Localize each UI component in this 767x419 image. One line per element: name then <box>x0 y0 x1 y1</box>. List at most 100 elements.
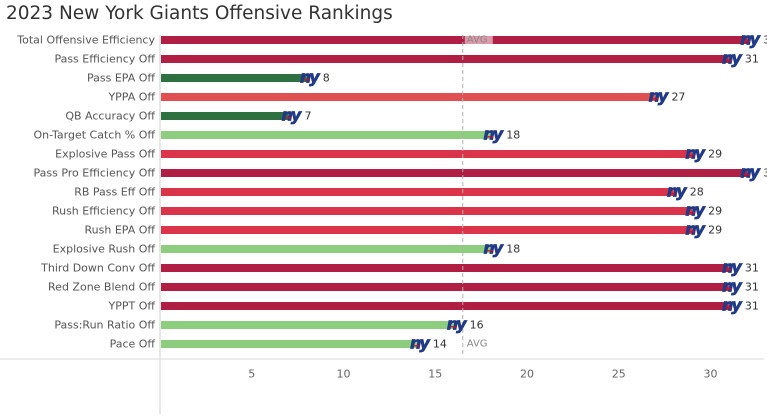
row-label: Red Zone Blend Off <box>48 281 155 294</box>
svg-text:ny: ny <box>483 125 503 144</box>
row-label: YPPT Off <box>108 300 156 313</box>
bar <box>161 150 693 158</box>
value-label: 32 <box>763 34 767 47</box>
row-label: Third Down Conv Off <box>40 262 155 275</box>
row-label: On-Target Catch % Off <box>33 129 155 142</box>
value-label: 7 <box>304 110 311 123</box>
bars-layer <box>161 36 748 348</box>
ny-giants-logo-icon: ny <box>740 29 763 49</box>
x-tick-label: 10 <box>337 368 351 381</box>
row-label: Explosive Pass Off <box>55 148 155 161</box>
svg-text:ny: ny <box>740 163 760 182</box>
bar <box>161 74 307 82</box>
ny-giants-logo-icon: ny <box>483 238 506 258</box>
bar <box>161 245 491 253</box>
svg-text:ny: ny <box>685 144 705 163</box>
value-label: 18 <box>506 243 520 256</box>
bar <box>161 283 729 291</box>
svg-text:ny: ny <box>447 315 467 334</box>
x-tick-label: 5 <box>248 368 255 381</box>
value-label: 31 <box>745 53 759 66</box>
bar <box>161 188 674 196</box>
row-label: Pass Pro Efficiency Off <box>33 167 155 180</box>
value-label: 8 <box>323 72 330 85</box>
ny-giants-logo-icon: ny <box>667 181 690 201</box>
row-label: Rush EPA Off <box>85 224 156 237</box>
row-label: YPPA Off <box>107 91 155 104</box>
average-label-top: AVG <box>467 35 488 46</box>
svg-text:ny: ny <box>722 258 742 277</box>
value-label: 14 <box>433 338 447 351</box>
svg-text:ny: ny <box>722 277 742 296</box>
svg-text:ny: ny <box>667 182 687 201</box>
svg-text:ny: ny <box>410 334 430 353</box>
x-tick-label: 20 <box>520 368 534 381</box>
ny-giants-logo-icon: ny <box>281 105 304 125</box>
row-label: Pass EPA Off <box>87 72 155 85</box>
svg-text:ny: ny <box>722 296 742 315</box>
row-label: RB Pass Eff Off <box>74 186 155 199</box>
row-label: Rush Efficiency Off <box>52 205 155 218</box>
bar <box>161 93 656 101</box>
x-tick-label: 25 <box>612 368 626 381</box>
bar <box>161 321 454 329</box>
chart-title: 2023 New York Giants Offensive Rankings <box>6 3 393 24</box>
ny-giants-logo-icon: ny <box>722 48 745 68</box>
bar <box>161 36 748 44</box>
x-tick-label: 15 <box>428 368 442 381</box>
ny-giants-logo-icon: ny <box>446 314 469 334</box>
average-label-bottom: AVG <box>467 339 488 350</box>
ny-giants-logo-icon: ny <box>300 67 323 87</box>
bar <box>161 302 729 310</box>
svg-text:ny: ny <box>282 106 302 125</box>
value-label: 29 <box>708 224 722 237</box>
ny-giants-logo-icon: ny <box>483 124 506 144</box>
bar <box>161 264 729 272</box>
bar <box>161 55 729 63</box>
value-label: 27 <box>671 91 685 104</box>
value-labels-layer: 32 31 8 27 7 18 29 32 28 29 29 18 31 31 31 16 14 <box>304 34 767 351</box>
bar <box>161 131 491 139</box>
svg-text:ny: ny <box>740 30 760 49</box>
svg-text:ny: ny <box>300 68 320 87</box>
row-label: Explosive Rush Off <box>53 243 156 256</box>
x-tick-label: 30 <box>704 368 718 381</box>
row-label: Pass:Run Ratio Off <box>54 319 155 332</box>
svg-text:ny: ny <box>483 239 503 258</box>
bar <box>161 169 748 177</box>
svg-text:ny: ny <box>722 49 742 68</box>
svg-text:ny: ny <box>685 201 705 220</box>
value-label: 29 <box>708 148 722 161</box>
row-labels-layer: Total Offensive Efficiency Pass Efficienc… <box>16 34 155 351</box>
row-label: Total Offensive Efficiency <box>16 34 155 47</box>
ny-giants-logo-icon: ny <box>685 200 708 220</box>
value-label: 32 <box>763 167 767 180</box>
ny-giants-logo-icon: ny <box>648 86 671 106</box>
row-label: Pass Efficiency Off <box>54 53 155 66</box>
bar <box>161 226 693 234</box>
value-label: 31 <box>745 281 759 294</box>
value-label: 31 <box>745 262 759 275</box>
value-label: 28 <box>690 186 704 199</box>
svg-text:ny: ny <box>685 220 705 239</box>
chart-axes <box>0 35 764 414</box>
ny-giants-logo-icon: ny <box>410 333 433 353</box>
bar <box>161 340 417 348</box>
x-ticks-layer: 5 10 15 20 25 30 <box>248 368 717 381</box>
ny-giants-logo-icon: ny <box>740 162 763 182</box>
row-label: QB Accuracy Off <box>65 110 155 123</box>
row-label: Pace Off <box>110 338 156 351</box>
ny-giants-logo-icon: ny <box>685 219 708 239</box>
ny-giants-logo-icon: ny <box>722 257 745 277</box>
bar <box>161 207 693 215</box>
ny-giants-logo-icon: ny <box>722 295 745 315</box>
value-label: 31 <box>745 300 759 313</box>
value-label: 29 <box>708 205 722 218</box>
ny-giants-logo-icon: ny <box>722 276 745 296</box>
average-layer: AVG AVG <box>462 34 493 357</box>
value-label: 18 <box>506 129 520 142</box>
value-label: 16 <box>470 319 484 332</box>
ny-giants-logo-icon: ny <box>685 143 708 163</box>
